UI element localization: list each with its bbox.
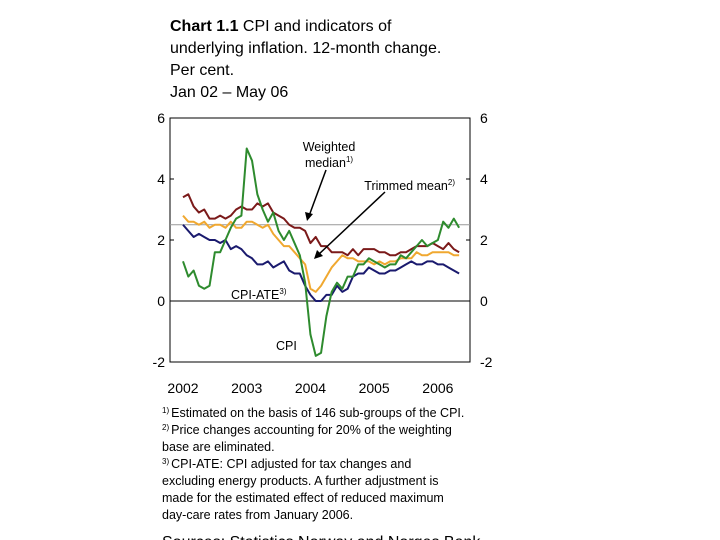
series-line: [182, 193, 460, 257]
y-tick-label: 4: [157, 171, 165, 187]
footnote-text: Price changes accounting for 20% of the …: [171, 423, 452, 437]
arrow: [308, 169, 327, 217]
series-name: CPI: [276, 339, 297, 353]
x-tick-label: 2003: [231, 380, 262, 396]
arrow-head: [314, 250, 323, 259]
footnote: made for the estimated effect of reduced…: [162, 491, 444, 505]
footnote: excluding energy products. A further adj…: [162, 474, 439, 488]
footnote-text: day-care rates from January 2006.: [162, 508, 353, 522]
annotation-arrows: [305, 169, 386, 259]
footnote-mark: 3): [162, 457, 169, 466]
y2-tick-label: 4: [480, 171, 488, 187]
footnote: 3) CPI-ATE: CPI adjusted for tax changes …: [162, 457, 411, 471]
series-name: Weighted: [303, 140, 356, 154]
footnote-ref: 3): [279, 287, 286, 296]
footnote-text: base are eliminated.: [162, 440, 275, 454]
series-line: [182, 224, 460, 302]
footnote-ref: 1): [346, 155, 353, 164]
arrow-head: [305, 212, 313, 221]
series-label: Trimmed mean2): [364, 178, 455, 193]
series-label-line2: median1): [305, 155, 353, 170]
series-line: [182, 147, 460, 357]
chart-title: Per cent.: [170, 62, 234, 79]
footnote-ref: 2): [448, 178, 455, 187]
chart-subtitle: Jan 02 – May 06: [170, 84, 288, 101]
footnote-text: excluding energy products. A further adj…: [162, 474, 439, 488]
footnote: 2) Price changes accounting for 20% of th…: [162, 423, 452, 437]
series-label: Weighted: [303, 140, 356, 154]
y-tick-label: -2: [153, 354, 166, 370]
footnote-mark: 1): [162, 406, 169, 415]
series-name: Trimmed mean: [364, 179, 448, 193]
chart-title: underlying inflation. 12-month change.: [170, 40, 441, 57]
y2-tick-label: 6: [480, 110, 488, 126]
title-line: CPI and indicators of: [243, 18, 392, 35]
series-name: median: [305, 156, 346, 170]
title-prefix: Chart 1.1: [170, 18, 239, 35]
y2-tick-label: 0: [480, 293, 488, 309]
footnote: base are eliminated.: [162, 440, 275, 454]
series-label: CPI: [276, 339, 297, 353]
y2-tick-label: -2: [480, 354, 493, 370]
x-tick-label: 2004: [295, 380, 326, 396]
footnote-text: CPI-ATE: CPI adjusted for tax changes an…: [171, 457, 411, 471]
series-label: CPI-ATE3): [231, 287, 287, 302]
y-tick-label: 2: [157, 232, 165, 248]
x-tick-label: 2006: [422, 380, 453, 396]
arrow: [317, 191, 386, 256]
footnote-mark: 2): [162, 423, 169, 432]
y-tick-label: 0: [157, 293, 165, 309]
y-tick-label: 6: [157, 110, 165, 126]
x-tick-label: 2002: [167, 380, 198, 396]
footnote-text: Estimated on the basis of 146 sub-groups…: [171, 406, 464, 420]
footnote-text: made for the estimated effect of reduced…: [162, 491, 444, 505]
footnote: 1) Estimated on the basis of 146 sub-grou…: [162, 406, 464, 420]
x-tick-label: 2005: [359, 380, 390, 396]
chart-title: Chart 1.1 CPI and indicators of: [170, 18, 392, 35]
y2-tick-label: 2: [480, 232, 488, 248]
source: Sources: Statistics Norway and Norges Ba…: [162, 534, 481, 540]
footnote: day-care rates from January 2006.: [162, 508, 353, 522]
series-name: CPI-ATE: [231, 288, 279, 302]
series-line: [182, 214, 460, 293]
